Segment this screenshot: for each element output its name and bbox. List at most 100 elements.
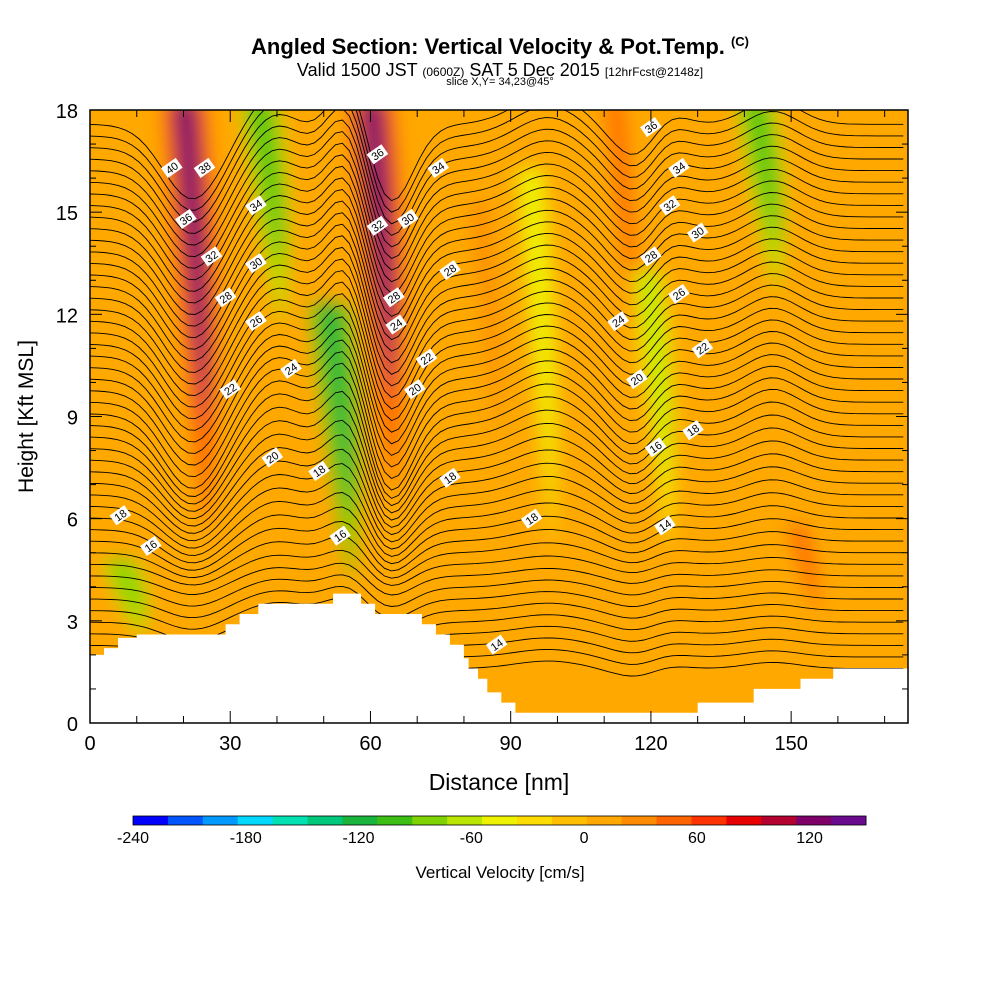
isotherm-label-bg	[219, 379, 242, 400]
isentrope-line	[90, 477, 904, 550]
isentrope-line	[90, 448, 904, 536]
x-tick-label: 150	[774, 733, 807, 755]
isentrope-line	[90, 574, 904, 607]
isotherm-label-bg	[366, 215, 389, 236]
isentrope-line	[90, 419, 904, 521]
isotherm-label-text: 28	[218, 290, 235, 307]
isotherm-label-bg	[439, 259, 461, 281]
isotherm-label-bg	[485, 634, 508, 655]
isotherm-label-bg	[245, 253, 267, 274]
isotherm-label-text: 28	[643, 249, 660, 266]
isotherm-label-bg	[644, 437, 667, 458]
colorbar-swatch	[307, 816, 343, 825]
isentrope-line	[90, 142, 904, 271]
isotherm-label-bg	[668, 283, 690, 304]
isentrope-line	[90, 339, 904, 468]
isentrope-line	[90, 562, 904, 596]
isotherm-label: 20	[404, 379, 426, 400]
isotherm-label: 28	[640, 246, 662, 267]
isotherm-label-bg	[658, 195, 681, 216]
isentrope-line	[90, 258, 904, 387]
velocity-band-core	[638, 270, 669, 485]
isentrope-line	[90, 585, 904, 619]
isotherm-label-text: 18	[112, 508, 129, 525]
isotherm-label-bg	[175, 208, 197, 230]
isotherm-label: 26	[245, 311, 267, 332]
valid-zulu: (0600Z)	[422, 65, 465, 79]
isentrope-line	[90, 110, 904, 225]
isotherm-label: 26	[668, 283, 690, 304]
isotherm-label: 18	[520, 508, 543, 529]
velocity-band-core	[173, 110, 208, 430]
isotherm-label-text: 14	[489, 637, 506, 654]
isotherm-label: 20	[261, 447, 284, 468]
isotherm-label: 18	[109, 505, 132, 526]
isentrope-line	[90, 131, 904, 260]
velocity-band-core	[522, 168, 552, 460]
colorbar-swatch	[412, 816, 448, 825]
isentrope-line	[90, 520, 904, 572]
colorbar-tick-label: -180	[230, 830, 262, 847]
colorbar-title: Vertical Velocity [cm/s]	[415, 863, 585, 882]
isotherm-label-bg	[329, 525, 351, 546]
velocity-band-outer	[631, 270, 674, 553]
isentrope-line	[90, 390, 904, 507]
velocity-band-outer	[464, 202, 505, 519]
isotherm-label-text: 34	[248, 198, 265, 215]
isotherm-label: 30	[397, 208, 419, 230]
isotherm-label-bg	[682, 420, 704, 441]
isentrope-line	[90, 119, 904, 248]
isentrope-line	[90, 434, 904, 528]
forecast-label: [12hrFcst@2148z]	[604, 65, 704, 79]
isotherm-label: 28	[383, 287, 405, 308]
isotherm-label: 40	[160, 157, 183, 178]
isotherm-label-text: 40	[164, 160, 181, 177]
isentrope-line	[90, 506, 904, 565]
y-tick-label: 12	[56, 305, 78, 327]
colorbar-swatch	[447, 816, 483, 825]
isotherm-label: 36	[366, 144, 389, 165]
isentrope-line	[90, 535, 904, 579]
terrain	[90, 593, 908, 723]
isentrope-line	[90, 223, 904, 352]
isotherm-label: 14	[485, 634, 508, 655]
isotherm-label-bg	[214, 287, 237, 308]
colorbar-swatch	[621, 816, 658, 825]
isentrope-line	[90, 463, 904, 543]
colorbar-swatch	[691, 816, 727, 825]
isotherm-label-bg	[245, 195, 267, 216]
isotherm-label-bg	[415, 348, 438, 369]
isotherm-label: 32	[366, 215, 389, 236]
chart-title-text: Angled Section: Vertical Velocity & Pot.…	[251, 34, 725, 59]
isotherm-label-bg	[385, 314, 407, 335]
isentrope-line	[90, 200, 904, 329]
isotherm-label-bg	[520, 508, 543, 529]
x-tick-label: 0	[84, 733, 95, 755]
isotherm-label: 28	[214, 287, 237, 308]
isotherm-label-text: 20	[629, 371, 646, 388]
isotherm-label-bg	[109, 505, 132, 526]
y-axis-label: Height [Kft MSL]	[15, 340, 38, 493]
isotherm-label-text: 18	[311, 463, 328, 480]
isotherm-label-text: 16	[143, 538, 160, 555]
isotherm-label-bg	[280, 358, 302, 379]
isotherm-label-text: 24	[388, 317, 405, 334]
x-tick-label: 60	[359, 733, 381, 755]
isotherm-label-bg	[160, 157, 183, 178]
isentrope-line	[90, 376, 904, 499]
isotherm-label-text: 38	[197, 160, 214, 177]
isotherm-label-bg	[439, 467, 461, 488]
isotherm-label-bg	[691, 338, 714, 359]
isotherm-label-text: 34	[430, 160, 447, 177]
isotherm-label-text: 28	[386, 290, 403, 307]
isotherm-label-bg	[193, 157, 216, 178]
isotherm-label-bg	[261, 447, 284, 468]
isentrope-line	[90, 316, 904, 445]
isotherm-label-bg	[686, 222, 709, 243]
isotherm-label-text: 32	[662, 198, 679, 215]
isotherm-label: 28	[439, 259, 461, 281]
isentrope-line	[90, 609, 904, 642]
isotherm-label: 18	[682, 420, 704, 441]
isotherm-label: 22	[691, 338, 714, 359]
